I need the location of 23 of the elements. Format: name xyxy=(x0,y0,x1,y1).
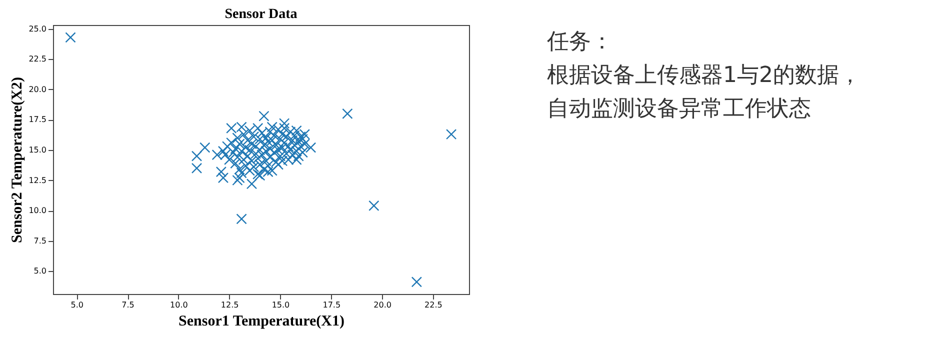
text: 自动监测设备异常工作状态 xyxy=(547,96,811,122)
y-tick-label: 20.0 xyxy=(28,84,46,94)
x-tick-label: 17.5 xyxy=(322,300,341,310)
y-axis-title: Sensor2 Temperature(X2) xyxy=(10,77,26,243)
x-tick-label: 7.5 xyxy=(122,300,134,310)
y-tick-label: 17.5 xyxy=(28,115,46,124)
y-tick-label: 12.5 xyxy=(28,176,46,185)
text: 根据设备上传感器1与2的数据， xyxy=(547,63,861,88)
y-tick-label: 10.0 xyxy=(28,206,46,216)
x-tick-label: 10.0 xyxy=(170,300,188,310)
y-tick-label: 15.0 xyxy=(28,146,46,154)
text: 任务： xyxy=(546,30,613,55)
x-tick-label: 20.0 xyxy=(374,300,392,310)
chart-title: Sensor Data xyxy=(224,6,298,22)
x-axis-title: Sensor1 Temperature(X1) xyxy=(178,314,344,330)
x-tick-label: 5.0 xyxy=(70,300,84,310)
y-tick-label: 22.5 xyxy=(28,54,46,64)
x-tick-label: 12.5 xyxy=(220,300,239,310)
y-tick-label: 7.5 xyxy=(34,236,46,246)
y-tick-label: 5.0 xyxy=(34,266,46,276)
y-tick-label: 25.0 xyxy=(28,24,46,34)
x-tick-label: 15.0 xyxy=(272,300,290,310)
x-tick-label: 22.5 xyxy=(424,300,442,310)
